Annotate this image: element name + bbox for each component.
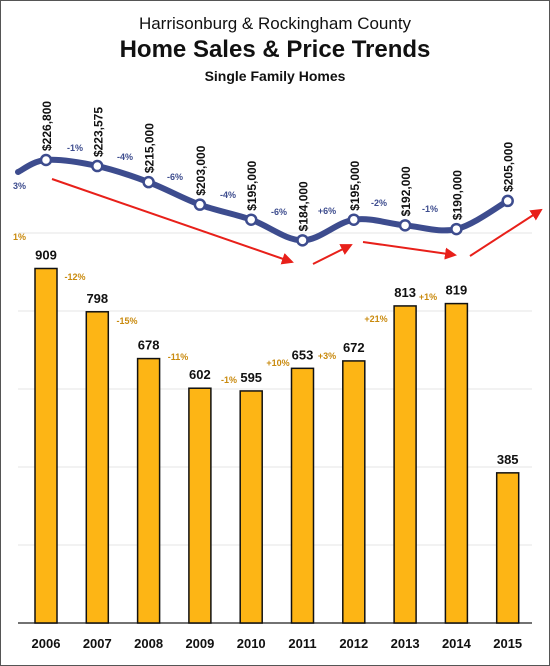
- bar-change-label: -15%: [116, 316, 137, 326]
- bar-2011: [290, 367, 315, 624]
- price-change-label: -2%: [371, 198, 387, 208]
- bar-2008: [136, 357, 161, 624]
- price-point-2010: [244, 213, 258, 226]
- bar-value-label: 819: [446, 283, 468, 298]
- x-tick-label: 2011: [288, 636, 316, 651]
- price-point-2006: [39, 153, 53, 167]
- bar-change-label: +21%: [364, 314, 387, 324]
- chart-title-location: Harrisonburg & Rockingham County: [138, 14, 412, 33]
- x-tick-label: 2015: [493, 636, 522, 651]
- bar-2015: [495, 472, 520, 624]
- price-value-label: $226,800: [40, 101, 54, 151]
- x-tick-label: 2014: [442, 636, 472, 651]
- bar-value-label: 653: [292, 347, 314, 362]
- price-change-label: -1%: [67, 143, 83, 153]
- price-value-label: $223,575: [91, 107, 105, 157]
- trend-arrow: [312, 244, 353, 265]
- bar-value-label: 813: [394, 285, 416, 300]
- price-change-label-partial: 3%: [13, 181, 26, 191]
- bar-value-label: 595: [240, 370, 262, 385]
- bar-change-label: -1%: [221, 375, 237, 385]
- price-point-2008: [142, 175, 155, 189]
- x-tick-label: 2008: [134, 636, 163, 651]
- bar-2010: [239, 390, 263, 624]
- price-value-label: $190,000: [450, 170, 464, 220]
- x-tick-label: 2007: [83, 636, 112, 651]
- trend-arrow: [469, 208, 543, 257]
- trend-arrow: [51, 178, 294, 265]
- bar-change-label: +3%: [318, 351, 336, 361]
- price-change-label: -6%: [167, 172, 183, 182]
- price-value-label: $192,000: [399, 166, 413, 216]
- price-value-label: $203,000: [194, 145, 208, 195]
- bar-2014: [444, 302, 469, 624]
- price-point-2011: [296, 234, 309, 247]
- x-tick-label: 2006: [32, 636, 61, 651]
- trend-arrow: [362, 241, 457, 260]
- price-value-label: $215,000: [143, 123, 157, 173]
- price-line: [15, 156, 511, 244]
- bar-change-label: +1%: [419, 292, 437, 302]
- bar-2012: [342, 360, 366, 624]
- price-change-label: -4%: [117, 152, 133, 162]
- price-change-label: -4%: [220, 190, 236, 200]
- bar-value-label: 602: [189, 367, 211, 382]
- chart-subtitle: Single Family Homes: [204, 68, 346, 84]
- price-value-label: $184,000: [297, 181, 311, 231]
- title-area: Harrisonburg & Rockingham County Home Sa…: [0, 0, 550, 90]
- bar-value-label: 672: [343, 340, 365, 355]
- x-tick-label: 2013: [391, 636, 420, 651]
- bar-change-label: +10%: [266, 358, 289, 368]
- bar-value-label: 798: [86, 291, 108, 306]
- price-change-label: -1%: [422, 204, 438, 214]
- price-value-label: $195,000: [245, 160, 259, 210]
- price-point-2012: [347, 213, 361, 226]
- bar-2006: [34, 267, 58, 624]
- bar-change-label: -12%: [64, 272, 85, 282]
- bar-2007: [85, 311, 110, 624]
- chart-title: Home Sales & Price Trends: [119, 36, 431, 63]
- price-point-2015: [501, 194, 514, 208]
- price-point-2007: [91, 159, 104, 173]
- bar-value-label: 385: [497, 452, 519, 467]
- bar-change-label: -11%: [168, 352, 189, 362]
- x-tick-label: 2012: [339, 636, 368, 651]
- price-value-label: $205,000: [502, 142, 516, 192]
- x-tick-label: 2009: [185, 636, 214, 651]
- bar-value-label: 678: [138, 338, 160, 353]
- price-change-label: -6%: [271, 207, 287, 217]
- bar-value-label: 909: [35, 247, 57, 262]
- price-change-label: +6%: [318, 206, 336, 216]
- x-tick-label: 2010: [237, 636, 266, 651]
- bar-change-label-partial: 1%: [13, 232, 26, 242]
- price-value-label: $195,000: [348, 160, 362, 210]
- price-point-2014: [450, 222, 463, 236]
- price-point-2013: [398, 219, 412, 232]
- price-point-2009: [193, 198, 207, 211]
- bar-2009: [188, 387, 212, 624]
- bar-2013: [393, 305, 417, 624]
